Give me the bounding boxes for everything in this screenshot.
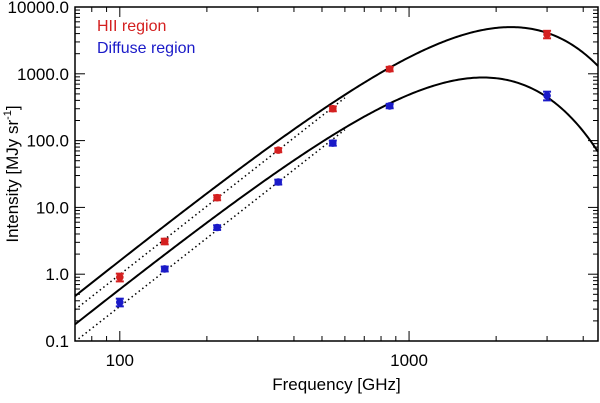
data-point-0-6 [543, 30, 551, 39]
data-point-1-1 [160, 265, 169, 273]
y-tick-label: 10.0 [36, 198, 69, 217]
x-ticks: 100 1000 [74, 7, 584, 370]
legend-entry-diffuse: Diffuse region [97, 40, 195, 57]
y-axis-label-superscript: -1 [2, 110, 14, 120]
y-tick-label: 10000.0 [8, 0, 69, 17]
y-tick-label: 0.1 [45, 332, 69, 351]
power-law-line-1 [75, 129, 346, 341]
data-point-1-0 [116, 298, 124, 307]
model-curve-0 [75, 26, 598, 297]
data-point-0-0 [116, 273, 124, 282]
y-axis-label-main: Intensity [MJy sr [3, 120, 22, 243]
data-point-1-2 [213, 223, 221, 232]
y-ticks: 0.1 1.0 10.0 100.0 1000.0 10000.0 [8, 0, 598, 351]
plot-frame [74, 6, 599, 342]
data-point-0-5 [385, 65, 394, 73]
data-point-1-3 [274, 178, 283, 186]
y-tick-label: 1.0 [45, 265, 69, 284]
legend: HII region Diffuse region [97, 18, 195, 57]
model-curves [75, 26, 598, 341]
legend-entry-hii: HII region [97, 18, 166, 35]
data-point-1-5 [385, 102, 394, 110]
plot-area: 100 1000 0.1 1.0 10.0 100.0 1000.0 10000.0 [8, 0, 599, 370]
data-point-0-3 [274, 146, 283, 154]
model-curve-1 [75, 76, 598, 326]
data-point-1-4 [329, 139, 337, 147]
x-tick-label: 1000 [390, 351, 428, 370]
y-tick-label: 1000.0 [17, 65, 69, 84]
y-axis-label: Intensity [MJy sr-1] [2, 105, 22, 242]
data-point-0-2 [213, 193, 221, 202]
data-points [115, 29, 552, 308]
x-axis-label: Frequency [GHz] [272, 375, 401, 394]
data-point-0-4 [329, 104, 337, 113]
y-axis-label-close: ] [3, 105, 22, 110]
y-tick-label: 100.0 [26, 132, 69, 151]
x-tick-label: 100 [106, 351, 134, 370]
data-point-0-1 [160, 237, 169, 246]
power-law-line-0 [75, 97, 346, 311]
data-point-1-6 [543, 91, 551, 100]
